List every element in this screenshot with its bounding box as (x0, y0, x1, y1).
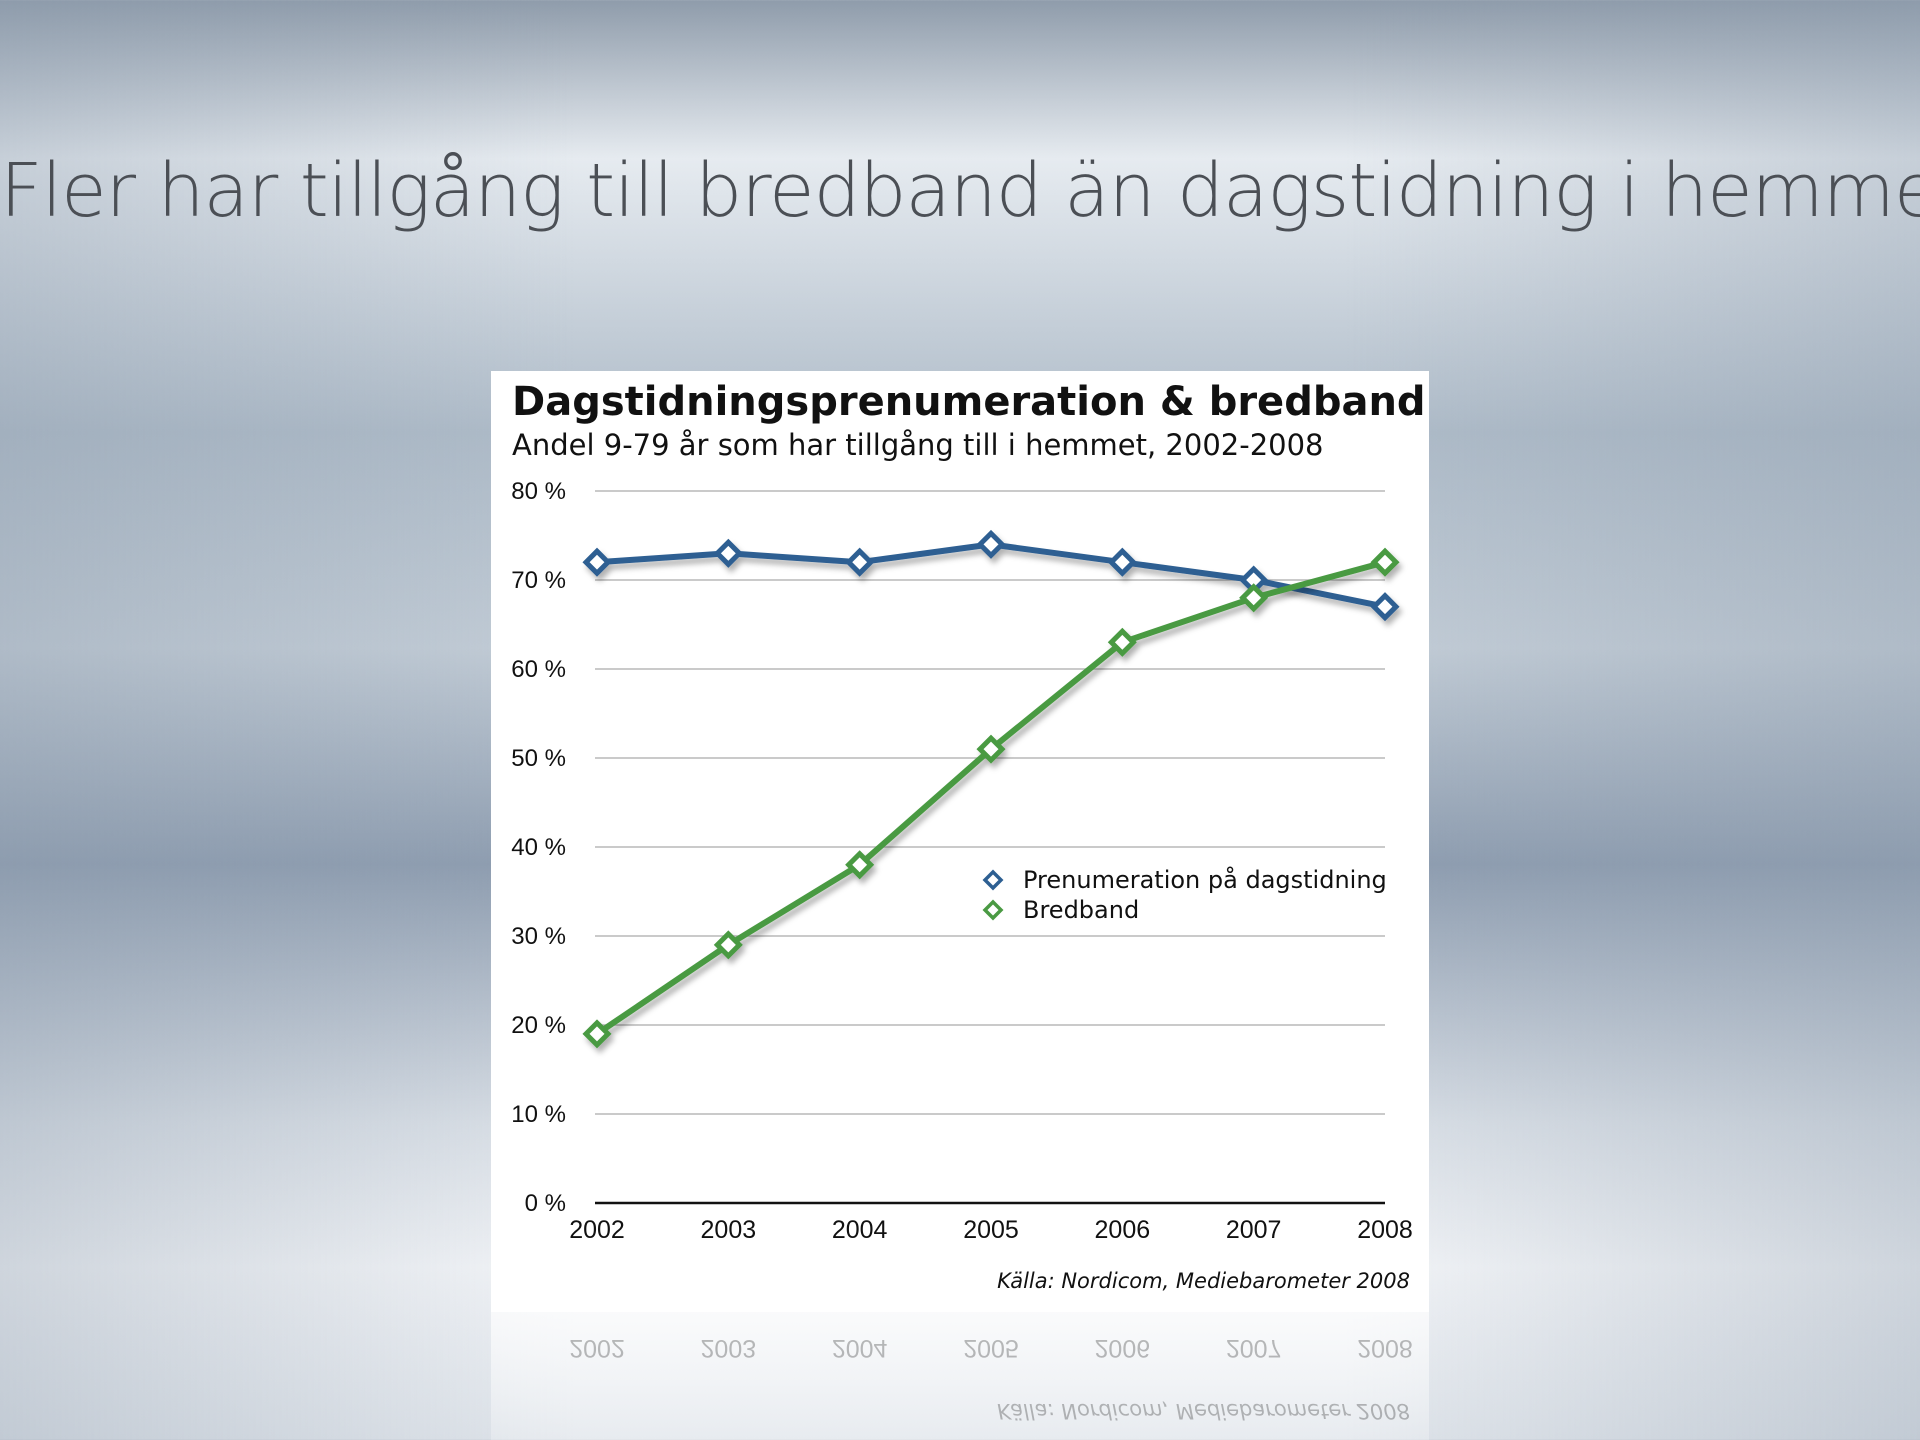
x-axis-ticks: 2002 2003 2004 2005 2006 2007 2008 (569, 1216, 1413, 1244)
y-tick-label: 30 % (511, 923, 566, 950)
y-tick-label: 70 % (511, 567, 566, 594)
y-tick-label: 0 % (525, 1190, 566, 1217)
data-point-marker (1370, 592, 1400, 622)
legend-label: Bredband (1023, 896, 1139, 924)
x-tick-label: 2003 (701, 1216, 757, 1244)
data-point-marker (976, 734, 1006, 764)
reflection-source: Källa: Nordicom, Mediebarometer 2008 (997, 1399, 1410, 1423)
reflection-x-tick: 2006 (1095, 1334, 1151, 1362)
x-tick-label: 2005 (963, 1216, 1019, 1244)
series-line (595, 559, 1386, 1037)
reflection-x-tick: 2007 (1226, 1334, 1282, 1362)
legend-marker (982, 869, 1004, 891)
y-tick-label: 60 % (511, 656, 566, 683)
legend-marker (982, 899, 1004, 921)
data-point-marker (1370, 547, 1400, 577)
y-axis-ticks: 0 % 10 % 20 % 30 % 40 % 50 % 60 % 70 % 80 % (511, 478, 566, 1217)
reflection-x-tick: 2004 (832, 1334, 888, 1362)
x-tick-label: 2008 (1357, 1216, 1413, 1244)
reflection-x-ticks: 2002 2003 2004 2005 2006 2007 2008 (569, 1334, 1413, 1362)
data-point-marker (582, 547, 612, 577)
data-point-marker (713, 930, 743, 960)
series (582, 529, 1400, 622)
data-point-marker (582, 1019, 612, 1049)
y-tick-label: 40 % (511, 834, 566, 861)
x-tick-label: 2002 (569, 1216, 625, 1244)
chart-card: Dagstidningsprenumeration & bredband And… (491, 371, 1429, 1312)
reflection-x-tick: 2008 (1357, 1334, 1413, 1362)
reflection-x-tick: 2003 (701, 1334, 757, 1362)
x-tick-label: 2007 (1226, 1216, 1282, 1244)
chart-reflection: Källa: Nordicom, Mediebarometer 2008 200… (491, 1312, 1429, 1440)
chart-title: Dagstidningsprenumeration & bredband (512, 379, 1426, 425)
x-tick-label: 2004 (832, 1216, 888, 1244)
reflection-x-tick: 2005 (963, 1334, 1019, 1362)
x-tick-label: 2006 (1095, 1216, 1151, 1244)
data-point-marker (1239, 583, 1269, 613)
source-note: Källa: Nordicom, Mediebarometer 2008 (997, 1269, 1410, 1293)
data-point-marker (713, 538, 743, 568)
series-lines (582, 529, 1400, 1049)
line-chart: Dagstidningsprenumeration & bredband And… (511, 379, 1426, 1293)
y-tick-label: 50 % (511, 745, 566, 772)
slide-title: Fler har tillgång till bredband än dagst… (0, 148, 1920, 234)
reflection-mirror: Källa: Nordicom, Mediebarometer 2008 200… (569, 1334, 1413, 1423)
data-point-marker (845, 547, 875, 577)
data-point-marker (1107, 547, 1137, 577)
y-tick-label: 80 % (511, 478, 566, 505)
chart-subtitle: Andel 9-79 år som har tillgång till i he… (512, 428, 1324, 462)
series (582, 547, 1400, 1049)
y-tick-label: 20 % (511, 1012, 566, 1039)
reflection-x-tick: 2002 (569, 1334, 625, 1362)
legend-label: Prenumeration på dagstidning (1023, 865, 1387, 894)
data-point-marker (1107, 627, 1137, 657)
data-point-marker (845, 850, 875, 880)
y-tick-label: 10 % (511, 1101, 566, 1128)
data-point-marker (976, 529, 1006, 559)
